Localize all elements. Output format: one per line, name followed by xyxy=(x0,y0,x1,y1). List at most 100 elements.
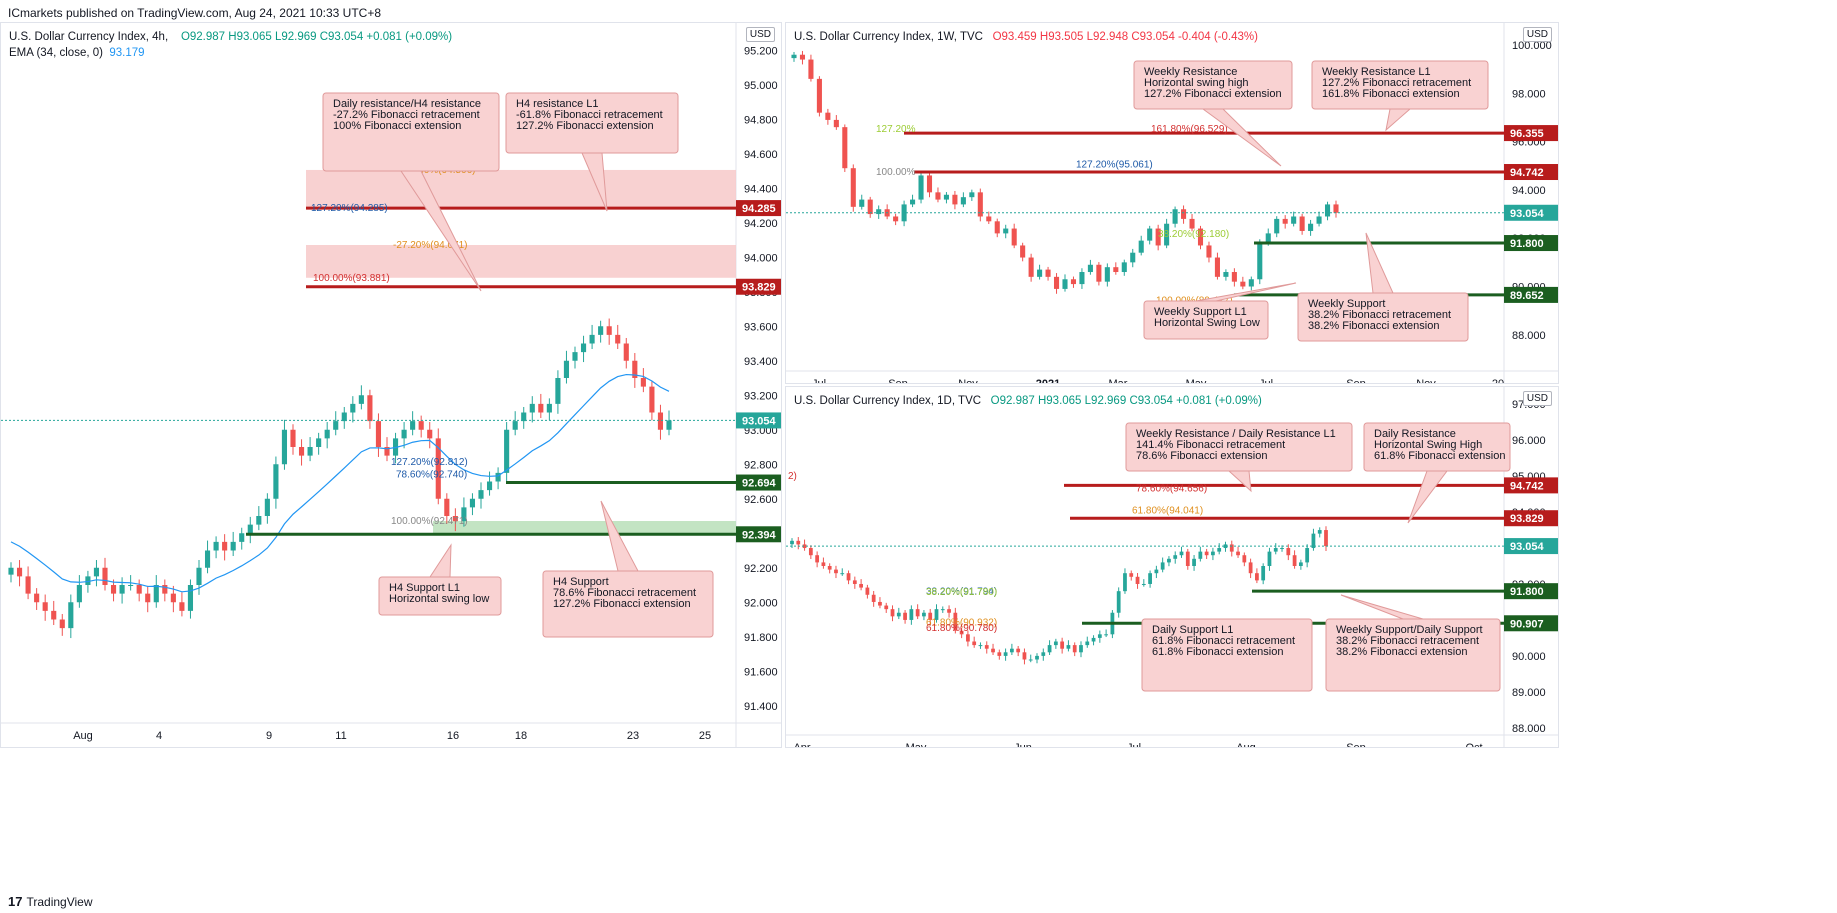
candle xyxy=(418,415,424,438)
candle xyxy=(427,422,433,449)
callout-text: H4 Support xyxy=(553,576,609,588)
y-tick-label: 90.000 xyxy=(1512,651,1546,663)
candle xyxy=(1053,638,1058,649)
candle xyxy=(1116,587,1121,618)
callout-text: Daily resistance/H4 resistance xyxy=(333,98,481,110)
candle xyxy=(935,187,941,203)
support-level-label: 92.694 xyxy=(742,478,777,490)
candle xyxy=(580,335,587,363)
candle xyxy=(649,381,655,421)
candle xyxy=(859,194,865,210)
candle xyxy=(281,419,288,470)
currency-badge-daily[interactable]: USD xyxy=(1522,391,1552,406)
chart-panel-weekly[interactable]: 100.00098.00096.00094.00092.00090.00088.… xyxy=(785,22,1559,384)
x-tick-label: Nov xyxy=(958,378,978,383)
candle xyxy=(298,439,305,466)
ohlc-low-4h: L92.969 xyxy=(274,31,317,43)
currency-badge-4h[interactable]: USD xyxy=(745,27,775,42)
candle xyxy=(555,370,561,414)
candle xyxy=(1028,253,1034,282)
candle xyxy=(333,411,339,436)
resistance-level-badge xyxy=(1504,477,1558,494)
ohlc-close-weekly: C93.054 xyxy=(1131,31,1175,43)
callout-text: Horizontal swing high xyxy=(1144,77,1249,89)
candle xyxy=(1317,527,1322,538)
candle xyxy=(1231,268,1237,287)
candle xyxy=(815,551,820,568)
candle xyxy=(230,531,236,557)
candle xyxy=(901,200,907,227)
candle xyxy=(1072,642,1077,657)
candle xyxy=(876,205,882,219)
fibonacci-label: 61.80%(94.041) xyxy=(1132,506,1203,517)
chart-panel-4h[interactable]: 95.200 95.000 94.800 94.600 94.400 94.200 94.0… xyxy=(0,22,782,748)
candle xyxy=(896,607,901,620)
candle xyxy=(867,196,873,218)
candle xyxy=(994,218,1000,238)
ohlc-high-weekly: H93.505 xyxy=(1039,31,1084,43)
candle xyxy=(495,467,501,490)
candle xyxy=(984,641,989,654)
chart-canvas-weekly[interactable]: 100.00098.00096.00094.00092.00090.00088.… xyxy=(786,23,1558,383)
support-level-label: 90.907 xyxy=(1510,618,1544,630)
x-tick-label: Mar xyxy=(1109,378,1128,383)
candle xyxy=(821,557,826,569)
candle xyxy=(657,404,664,440)
x-tick-label: 23 xyxy=(627,730,639,742)
candle xyxy=(978,642,983,649)
candle xyxy=(1192,555,1196,571)
resistance-level-label: 94.742 xyxy=(1510,167,1544,179)
candle xyxy=(1045,266,1051,281)
candle xyxy=(1037,264,1043,280)
candle xyxy=(324,422,330,449)
candle xyxy=(1206,241,1212,263)
candle xyxy=(1198,546,1203,562)
candle xyxy=(960,192,966,208)
candle xyxy=(504,422,510,483)
candle xyxy=(1324,526,1328,551)
x-tick-label: Aug xyxy=(1236,742,1256,747)
chart-legend-daily: U.S. Dollar Currency Index, 1D, TVC O92.… xyxy=(794,393,1262,409)
resistance-level-label: 94.285 xyxy=(742,203,776,215)
candle xyxy=(1160,557,1165,573)
ohlc-low-weekly: L92.948 xyxy=(1086,31,1129,43)
chart-canvas-daily[interactable]: 97.00096.00095.00094.00093.00092.00091.0… xyxy=(786,387,1558,747)
candle xyxy=(1248,558,1253,579)
support-level-label: 92.394 xyxy=(742,529,777,541)
y-tick-label: 89.000 xyxy=(1512,687,1546,699)
chart-canvas-4h[interactable]: 95.200 95.000 94.800 94.600 94.400 94.200 94.0… xyxy=(1,23,781,747)
x-tick-label: 18 xyxy=(515,730,527,742)
candle xyxy=(934,604,939,623)
y-tick-label: 88.000 xyxy=(1512,723,1546,735)
currency-badge-weekly[interactable]: USD xyxy=(1522,27,1552,42)
fibonacci-label: 78.60%(92.740) xyxy=(396,470,467,481)
y-tick-label: 88.000 xyxy=(1512,330,1546,342)
candle xyxy=(598,320,604,343)
last-price-badge xyxy=(1504,204,1558,221)
candle xyxy=(1267,547,1272,571)
tradingview-footer[interactable]: 17 TradingView xyxy=(8,894,93,909)
candle xyxy=(1172,206,1178,228)
fibonacci-label: 100.00%(92.471) xyxy=(391,516,468,527)
candle xyxy=(1130,248,1136,268)
candle xyxy=(952,190,958,210)
candle xyxy=(1047,640,1052,656)
chart-panel-daily[interactable]: 97.00096.00095.00094.00093.00092.00091.0… xyxy=(785,386,1559,748)
candle xyxy=(842,124,848,172)
candle xyxy=(1261,563,1266,585)
candle xyxy=(825,108,831,125)
publisher-header: ICmarkets published on TradingView.com, … xyxy=(8,6,382,20)
candle xyxy=(213,536,219,559)
chart-legend-weekly: U.S. Dollar Currency Index, 1W, TVC O93.… xyxy=(794,29,1258,45)
candle xyxy=(615,324,621,350)
ema-label: EMA (34, close, 0) xyxy=(9,47,103,59)
candle xyxy=(410,411,416,436)
fibonacci-label: 38.20%(91.794) xyxy=(926,586,997,597)
candle xyxy=(865,584,870,599)
candle xyxy=(808,545,813,559)
x-tick-label: Jul xyxy=(1259,378,1273,383)
candle xyxy=(1062,274,1068,292)
y-tick-label: 92.600 xyxy=(744,494,778,506)
